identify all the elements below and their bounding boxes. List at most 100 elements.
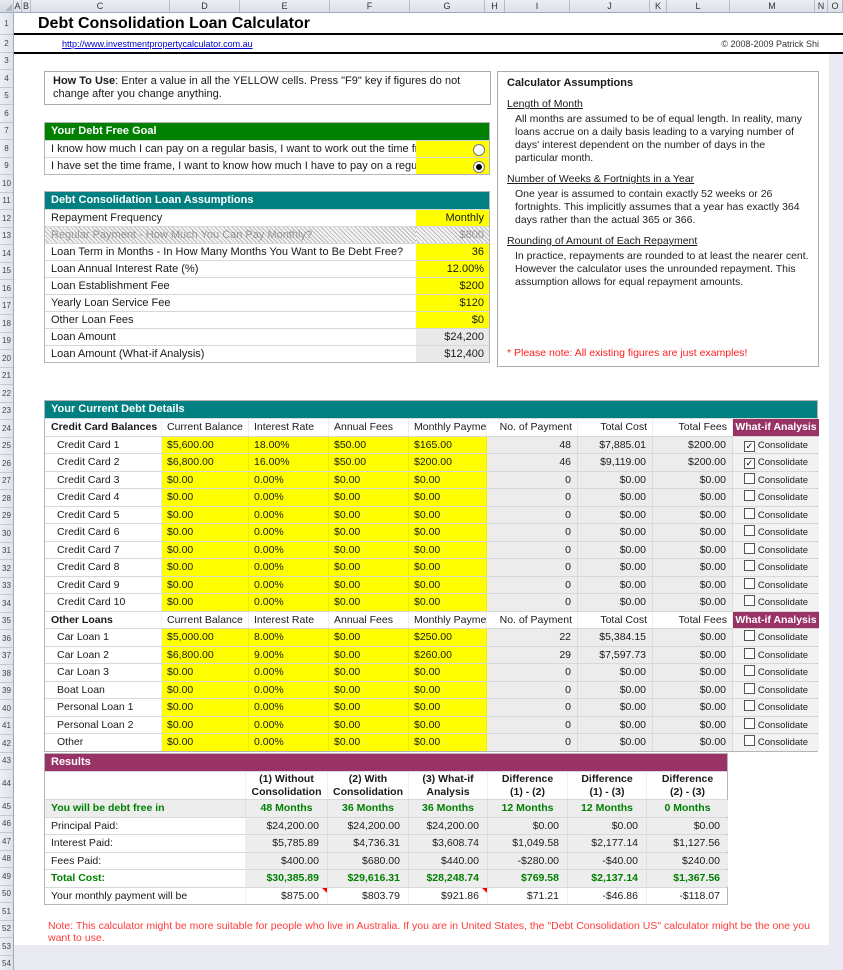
column-header-E[interactable]: E — [240, 0, 330, 12]
row-header-38[interactable]: 38 — [0, 665, 13, 683]
debt-input-cell[interactable]: $0.00 — [409, 594, 487, 611]
row-header-22[interactable]: 22 — [0, 385, 13, 403]
debt-input-cell[interactable]: $0.00 — [162, 471, 249, 488]
debt-input-cell[interactable]: 0.00% — [249, 471, 329, 488]
debt-input-cell[interactable]: $0.00 — [329, 471, 409, 488]
debt-input-cell[interactable]: $0.00 — [329, 541, 409, 558]
column-header-B[interactable]: B — [22, 0, 31, 12]
consolidate-cell[interactable]: Consolidate — [733, 646, 819, 663]
row-header-36[interactable]: 36 — [0, 630, 13, 648]
debt-input-cell[interactable]: 0.00% — [249, 681, 329, 698]
debt-input-cell[interactable]: $0.00 — [329, 734, 409, 751]
assumption-value[interactable]: Monthly — [416, 210, 489, 226]
column-header-G[interactable]: G — [410, 0, 485, 12]
row-header-47[interactable]: 47 — [0, 833, 13, 851]
row-header-23[interactable]: 23 — [0, 402, 13, 420]
website-link[interactable]: http://www.investmentpropertycalculator.… — [62, 38, 253, 49]
debt-input-cell[interactable]: $0.00 — [329, 576, 409, 593]
debt-input-cell[interactable]: $0.00 — [162, 489, 249, 506]
row-header-33[interactable]: 33 — [0, 577, 13, 595]
row-header-2[interactable]: 2 — [0, 35, 13, 53]
debt-input-cell[interactable]: $5,000.00 — [162, 629, 249, 646]
debt-input-cell[interactable]: 8.00% — [249, 629, 329, 646]
debt-input-cell[interactable]: $200.00 — [409, 454, 487, 471]
row-header-8[interactable]: 8 — [0, 140, 13, 158]
consolidate-checkbox[interactable] — [743, 560, 755, 571]
row-header-12[interactable]: 12 — [0, 210, 13, 228]
consolidate-cell[interactable]: Consolidate — [733, 506, 819, 523]
debt-input-cell[interactable]: $0.00 — [329, 646, 409, 663]
assumption-value[interactable]: 36 — [416, 244, 489, 260]
assumption-value[interactable]: $120 — [416, 295, 489, 311]
column-header-N[interactable]: N — [815, 0, 828, 12]
column-header-L[interactable]: L — [667, 0, 730, 12]
debt-input-cell[interactable]: $6,800.00 — [162, 454, 249, 471]
debt-input-cell[interactable]: $0.00 — [162, 716, 249, 733]
consolidate-cell[interactable]: Consolidate — [733, 559, 819, 576]
row-header-13[interactable]: 13 — [0, 227, 13, 245]
consolidate-checkbox[interactable] — [743, 577, 755, 589]
debt-input-cell[interactable]: $0.00 — [329, 716, 409, 733]
debt-input-cell[interactable]: $0.00 — [162, 576, 249, 593]
consolidate-checkbox[interactable] — [743, 472, 755, 484]
consolidate-cell[interactable]: Consolidate — [733, 681, 819, 698]
debt-input-cell[interactable]: $0.00 — [162, 524, 249, 541]
debt-input-cell[interactable]: 18.00% — [249, 436, 329, 453]
debt-input-cell[interactable]: $0.00 — [409, 471, 487, 488]
row-header-32[interactable]: 32 — [0, 560, 13, 578]
debt-input-cell[interactable]: $0.00 — [329, 681, 409, 698]
consolidate-checkbox[interactable] — [743, 542, 755, 554]
row-header-39[interactable]: 39 — [0, 682, 13, 700]
row-header-49[interactable]: 49 — [0, 868, 13, 886]
debt-input-cell[interactable]: $0.00 — [329, 629, 409, 646]
column-header-C[interactable]: C — [31, 0, 170, 12]
debt-input-cell[interactable]: $6,800.00 — [162, 646, 249, 663]
row-header-28[interactable]: 28 — [0, 490, 13, 508]
row-header-31[interactable]: 31 — [0, 542, 13, 560]
consolidate-checkbox[interactable]: ✓ — [743, 440, 755, 452]
consolidate-checkbox[interactable] — [743, 630, 755, 641]
debt-input-cell[interactable]: $0.00 — [409, 734, 487, 751]
consolidate-checkbox[interactable] — [743, 665, 755, 676]
goal-option-cell[interactable] — [416, 158, 489, 174]
debt-input-cell[interactable]: 0.00% — [249, 594, 329, 611]
consolidate-cell[interactable]: Consolidate — [733, 489, 819, 506]
debt-input-cell[interactable]: $0.00 — [409, 559, 487, 576]
debt-input-cell[interactable]: $0.00 — [329, 559, 409, 576]
row-header-53[interactable]: 53 — [0, 938, 13, 956]
row-header-26[interactable]: 26 — [0, 455, 13, 473]
debt-input-cell[interactable]: 0.00% — [249, 541, 329, 558]
row-header-44[interactable]: 44 — [0, 770, 13, 798]
row-header-27[interactable]: 27 — [0, 472, 13, 490]
debt-input-cell[interactable]: 0.00% — [249, 489, 329, 506]
debt-input-cell[interactable]: $0.00 — [409, 524, 487, 541]
debt-input-cell[interactable]: 0.00% — [249, 506, 329, 523]
consolidate-checkbox[interactable] — [743, 647, 755, 659]
debt-input-cell[interactable]: 0.00% — [249, 734, 329, 751]
row-header-37[interactable]: 37 — [0, 647, 13, 665]
row-header-11[interactable]: 11 — [0, 192, 13, 210]
debt-input-cell[interactable]: 16.00% — [249, 454, 329, 471]
row-header-51[interactable]: 51 — [0, 903, 13, 921]
column-header-K[interactable]: K — [650, 0, 667, 12]
row-header-9[interactable]: 9 — [0, 157, 13, 175]
row-header-29[interactable]: 29 — [0, 507, 13, 525]
debt-input-cell[interactable]: $0.00 — [409, 506, 487, 523]
row-header-43[interactable]: 43 — [0, 752, 13, 770]
debt-input-cell[interactable]: $0.00 — [162, 541, 249, 558]
debt-input-cell[interactable]: $0.00 — [162, 506, 249, 523]
debt-input-cell[interactable]: $165.00 — [409, 436, 487, 453]
debt-input-cell[interactable]: $50.00 — [329, 454, 409, 471]
column-header-A[interactable]: A — [14, 0, 22, 12]
assumption-value[interactable]: $0 — [416, 312, 489, 328]
debt-input-cell[interactable]: $0.00 — [162, 664, 249, 681]
debt-input-cell[interactable]: $0.00 — [409, 664, 487, 681]
row-header-10[interactable]: 10 — [0, 175, 13, 193]
row-header-18[interactable]: 18 — [0, 315, 13, 333]
select-all-corner[interactable] — [0, 0, 14, 12]
row-header-1[interactable]: 1 — [0, 13, 13, 35]
consolidate-cell[interactable]: Consolidate — [733, 699, 819, 716]
row-header-16[interactable]: 16 — [0, 280, 13, 298]
debt-input-cell[interactable]: $250.00 — [409, 629, 487, 646]
goal-option-cell[interactable] — [416, 141, 489, 157]
